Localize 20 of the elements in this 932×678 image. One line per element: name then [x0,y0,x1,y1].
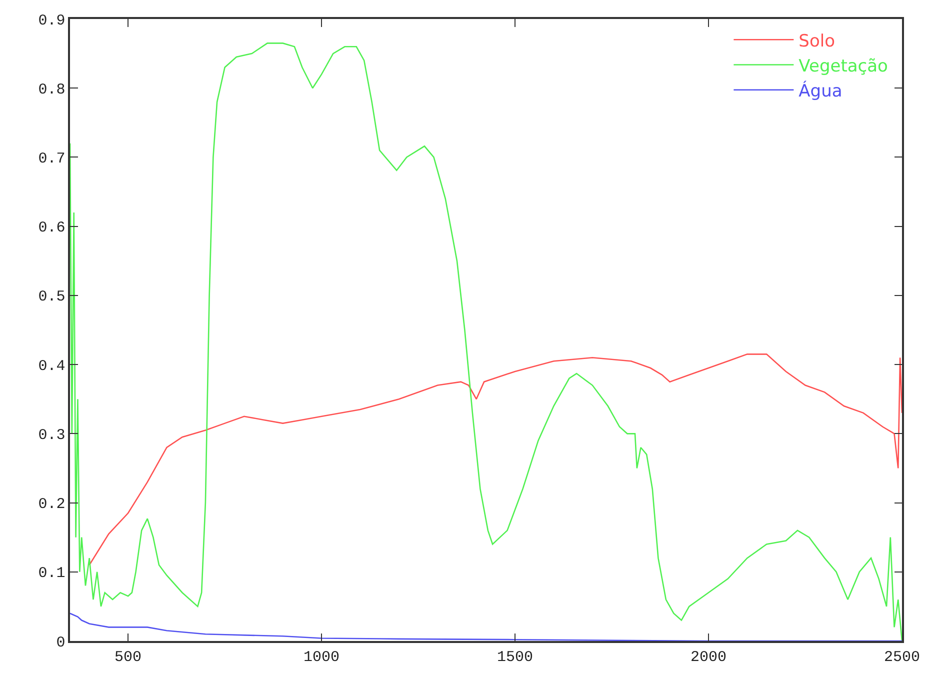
line-series [88,354,902,566]
x-tick-label: 1000 [304,648,340,666]
legend-label: Solo [798,31,836,52]
y-tick-label: 0.8 [38,81,66,98]
legend-label: Vegetação [798,56,888,76]
y-tick-label: 0.5 [38,288,66,306]
x-tick-label: 2500 [884,648,920,666]
x-tick-label: 2000 [690,648,727,666]
y-tick-label: 0.4 [38,358,66,375]
y-tick-label: 0.9 [38,12,66,30]
line-series [70,612,902,641]
x-tick-label: 1500 [497,648,534,666]
x-tick-label: 500 [114,648,142,666]
y-tick-label: 0.7 [38,150,66,168]
y-tick-label: 0.2 [38,496,66,514]
y-tick-label: 0.1 [38,565,66,582]
y-tick-label: 0 [56,634,66,652]
legend-label: Água [798,80,842,102]
y-tick-label: 0.6 [38,220,66,237]
y-tick-label: 0.3 [38,426,66,444]
